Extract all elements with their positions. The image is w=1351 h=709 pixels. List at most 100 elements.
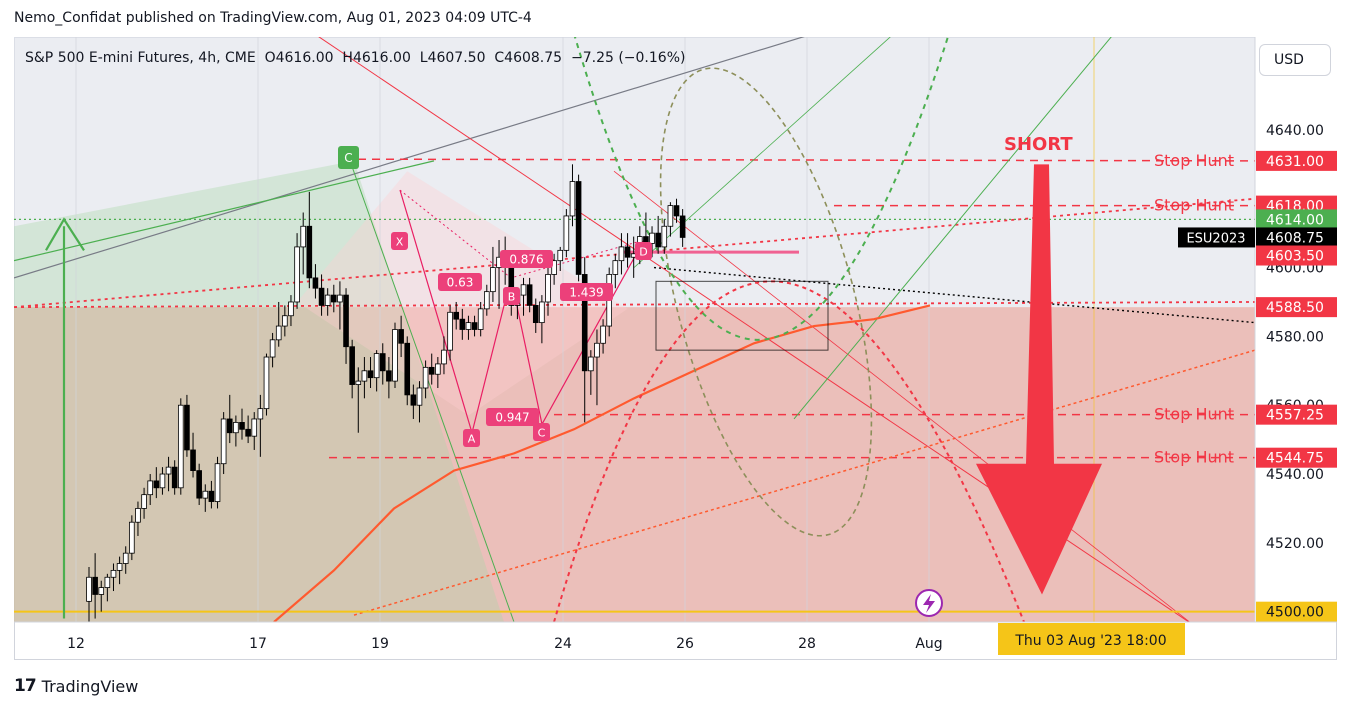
candle-body xyxy=(435,363,441,375)
olive-ellipse xyxy=(659,67,873,537)
candle-body xyxy=(98,587,105,595)
price-badge-bg xyxy=(1256,601,1337,622)
candle-body xyxy=(171,466,178,489)
symbol-title[interactable]: S&P 500 E-mini Futures, 4h, CME xyxy=(25,50,256,66)
candle xyxy=(300,212,306,275)
gray-trend-line xyxy=(14,37,805,279)
candle-body xyxy=(337,294,343,303)
candle xyxy=(661,219,668,254)
candle-body xyxy=(588,356,594,372)
ratio-label: 0.947 xyxy=(486,408,539,426)
x-tick-label: 28 xyxy=(798,636,816,652)
candle xyxy=(612,253,619,289)
candle xyxy=(184,394,190,457)
candle xyxy=(147,474,154,505)
ratio-label-text: 1.439 xyxy=(569,286,603,300)
orange-dotted-trend xyxy=(353,349,1255,616)
pattern-point-C-bg xyxy=(533,423,550,441)
candle xyxy=(557,246,564,271)
candle-body xyxy=(312,277,319,289)
chart-plot[interactable]: SHORT Stop Hunt Stop Hunt Stop Hunt Stop Hun… xyxy=(14,37,1337,660)
candle xyxy=(483,284,490,316)
price-badge: 4608.75 xyxy=(1256,227,1337,248)
pattern-point-X-bg xyxy=(391,232,408,250)
candle-body xyxy=(428,366,435,375)
candle xyxy=(459,308,466,340)
candle xyxy=(330,284,337,313)
price-badge-bg xyxy=(1256,447,1337,468)
pattern-point-A-text: A xyxy=(468,433,476,446)
x-tick-label: 26 xyxy=(676,636,694,652)
tradingview-logo[interactable]: 17 TradingView xyxy=(14,676,138,696)
candle xyxy=(373,350,380,392)
candle xyxy=(226,394,233,444)
candle xyxy=(312,264,319,299)
stop-hunt-label: Stop Hunt xyxy=(1154,405,1234,424)
candle xyxy=(532,298,539,333)
candle-body xyxy=(422,366,429,389)
price-badge-label: 4603.50 xyxy=(1266,249,1324,265)
candle xyxy=(435,357,441,388)
candle-body xyxy=(575,181,582,275)
price-badge-label: 4614.00 xyxy=(1266,212,1324,228)
candle xyxy=(673,198,680,223)
candle-body xyxy=(104,576,111,588)
ratio-label: 0.876 xyxy=(500,250,553,268)
green-dotted-arc xyxy=(573,37,949,341)
candle-body xyxy=(86,576,92,602)
candle xyxy=(392,322,398,388)
candle xyxy=(361,357,368,399)
candle-body xyxy=(269,339,276,358)
candle xyxy=(428,353,435,385)
candle xyxy=(122,546,129,574)
candle-body xyxy=(655,232,661,248)
candle xyxy=(386,357,392,399)
candle xyxy=(539,295,545,344)
candle-body xyxy=(165,466,172,475)
candle xyxy=(104,573,111,602)
candle xyxy=(569,164,576,227)
candle-body xyxy=(196,470,202,499)
green-point-C-text: C xyxy=(344,151,352,165)
red-diagonal-2 xyxy=(613,170,1191,622)
price-badge: 4631.00 xyxy=(1256,150,1337,171)
candle-body xyxy=(679,215,686,238)
ratio-label-text: 0.947 xyxy=(495,411,529,425)
pattern-point-B-bg xyxy=(503,287,520,305)
candle xyxy=(92,553,98,619)
candle-body xyxy=(202,490,209,499)
candle-body xyxy=(288,301,294,317)
candle-body xyxy=(294,246,300,303)
candle-body xyxy=(667,205,674,227)
price-badge-bg xyxy=(1256,297,1337,318)
ratio-label-text: 0.63 xyxy=(447,276,474,290)
candle xyxy=(526,277,533,313)
candle xyxy=(679,209,686,247)
currency-button[interactable]: USD xyxy=(1259,44,1331,76)
x-tick-label: 19 xyxy=(371,636,389,652)
candle xyxy=(165,456,172,492)
price-badge-bg xyxy=(1256,150,1337,171)
candle-body xyxy=(184,404,190,451)
candle-body xyxy=(153,480,160,489)
candle xyxy=(153,467,160,499)
candle xyxy=(245,415,251,444)
candle-body xyxy=(349,346,355,385)
ratio-label-bg xyxy=(500,250,553,268)
candle xyxy=(263,353,270,416)
candle xyxy=(159,467,166,495)
candle xyxy=(208,480,215,509)
candle-body xyxy=(239,422,245,430)
candle-body xyxy=(563,215,570,251)
low-value: 4607.50 xyxy=(427,50,486,66)
candle xyxy=(606,267,612,337)
pattern-point-A: A xyxy=(463,429,480,447)
candle-body xyxy=(520,284,527,296)
candle-body xyxy=(226,418,233,434)
candle xyxy=(649,226,655,258)
stop-hunt-label: Stop Hunt xyxy=(1154,196,1234,215)
candle-body xyxy=(141,494,147,509)
candle-body xyxy=(220,418,227,465)
candle xyxy=(275,301,282,347)
short-label: SHORT xyxy=(1004,134,1073,155)
